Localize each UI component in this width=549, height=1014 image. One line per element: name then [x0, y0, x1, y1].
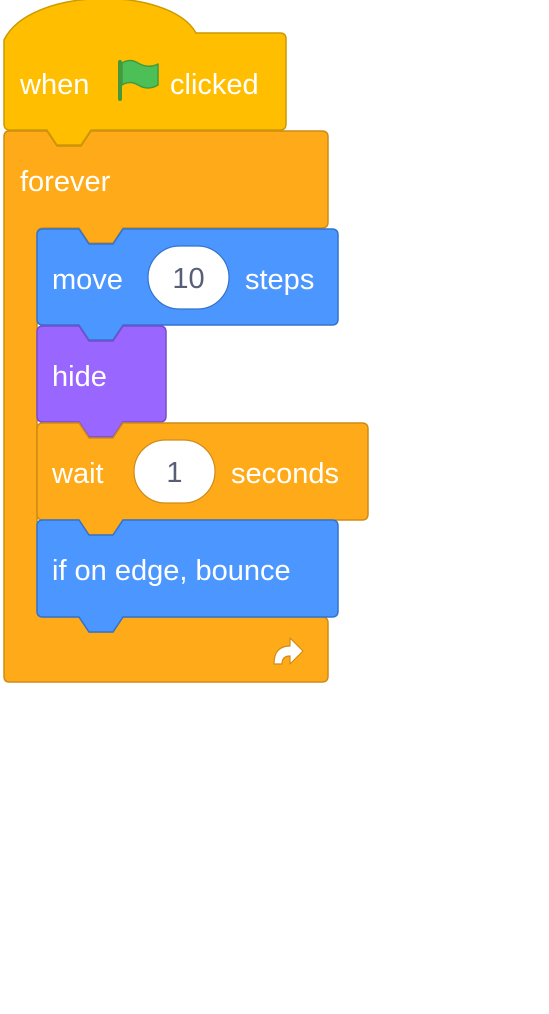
- move-steps-block[interactable]: move 10 steps: [36, 228, 339, 341]
- wait-seconds-input[interactable]: 1: [133, 439, 216, 504]
- steps-label: steps: [245, 264, 314, 296]
- when-flag-clicked-block[interactable]: when clicked: [3, 0, 287, 146]
- wait-seconds-block[interactable]: wait 1 seconds: [36, 422, 369, 536]
- forever-block[interactable]: forever: [3, 130, 329, 683]
- bounce-label: if on edge, bounce: [52, 555, 291, 587]
- wait-seconds-value: 1: [166, 457, 182, 489]
- move-steps-input[interactable]: 10: [147, 245, 230, 310]
- hat-label-when: when: [19, 69, 89, 101]
- move-steps-value: 10: [172, 263, 204, 295]
- move-label: move: [52, 264, 123, 296]
- hide-block[interactable]: hide: [36, 325, 167, 438]
- hide-block-shape: [36, 325, 167, 438]
- bounce-block-shape: [36, 519, 339, 633]
- hide-label: hide: [52, 361, 107, 393]
- hat-label-clicked: clicked: [170, 69, 259, 101]
- green-flag-icon: [118, 59, 159, 101]
- loop-arrow-icon: [273, 637, 304, 665]
- forever-label: forever: [20, 166, 111, 198]
- if-on-edge-bounce-block[interactable]: if on edge, bounce: [36, 519, 339, 633]
- wait-label: wait: [51, 458, 104, 490]
- seconds-label: seconds: [231, 458, 339, 490]
